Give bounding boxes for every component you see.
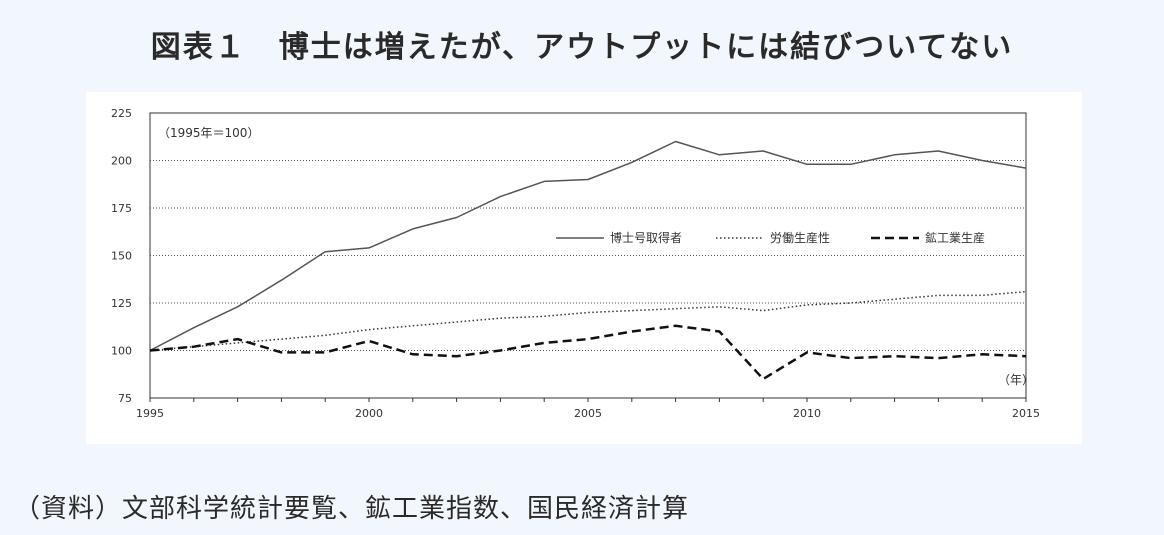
series-line-3 (149, 324, 1027, 381)
x-tick-label-2005: 2005 (574, 407, 602, 420)
index-note: （1995年＝100） (158, 126, 259, 140)
x-tick-label-2010: 2010 (793, 407, 821, 420)
y-tick-label-150: 150 (111, 250, 132, 263)
legend: 博士号取得者 労働生産性 鉱工業生産 (556, 230, 985, 245)
series-lines (149, 140, 1027, 381)
x-unit-label: （年） (998, 373, 1034, 387)
source-note: （資料）文部科学統計要覧、鉱工業指数、国民経済計算 (14, 494, 690, 524)
legend-label-2: 労働生産性 (770, 230, 830, 245)
x-tick-label-1995: 1995 (136, 407, 164, 420)
gridlines (150, 160, 1026, 351)
chart-container: 75 100 125 150 175 200 225 1995 2000 2005 2010 201… (86, 92, 1082, 444)
legend-label-1: 博士号取得者 (610, 230, 682, 245)
y-tick-label-225: 225 (111, 107, 132, 120)
y-axis: 75 100 125 150 175 200 225 (111, 107, 132, 405)
x-axis: 1995 2000 2005 2010 2015 (136, 398, 1040, 420)
x-tick-label-2015: 2015 (1012, 407, 1040, 420)
y-tick-label-200: 200 (111, 155, 132, 168)
y-tick-label-100: 100 (111, 345, 132, 358)
x-tick-label-2000: 2000 (355, 407, 383, 420)
series-line-1 (149, 140, 1027, 352)
y-tick-label-125: 125 (111, 297, 132, 310)
series-line-2 (149, 290, 1027, 352)
line-chart: 75 100 125 150 175 200 225 1995 2000 2005 2010 201… (111, 107, 1040, 420)
legend-label-3: 鉱工業生産 (925, 230, 985, 245)
y-tick-label-75: 75 (118, 392, 132, 405)
y-tick-label-175: 175 (111, 202, 132, 215)
page-title: 図表１ 博士は増えたが、アウトプットには結びついてない (150, 30, 1014, 65)
